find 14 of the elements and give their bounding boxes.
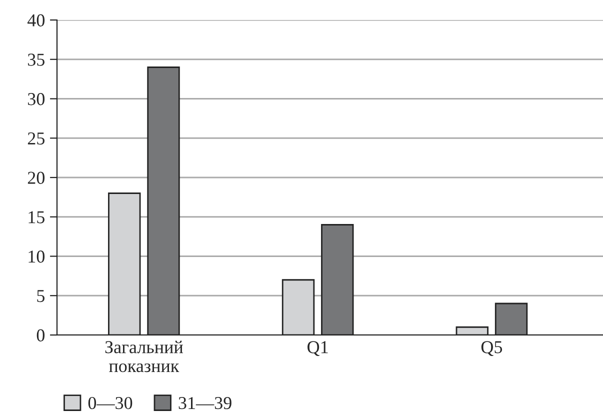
y-tick-label: 20 bbox=[28, 172, 45, 184]
y-tick-label: 35 bbox=[28, 54, 44, 66]
x-tick-label: Загальний показник bbox=[105, 340, 183, 372]
y-tick-label: 5 bbox=[37, 290, 44, 302]
y-tick-label: 10 bbox=[28, 250, 45, 263]
x-tick-label: Q1 bbox=[308, 341, 328, 356]
y-tick-label: 25 bbox=[28, 132, 44, 145]
y-tick-label: 40 bbox=[27, 14, 45, 26]
legend-label: 0—30 bbox=[88, 396, 132, 410]
legend-label: 31—39 bbox=[178, 397, 232, 410]
y-tick-label: 15 bbox=[28, 211, 44, 224]
y-tick-label: 0 bbox=[36, 329, 45, 342]
x-tick-label: Q5 bbox=[481, 341, 502, 356]
y-tick-label: 30 bbox=[28, 93, 45, 106]
